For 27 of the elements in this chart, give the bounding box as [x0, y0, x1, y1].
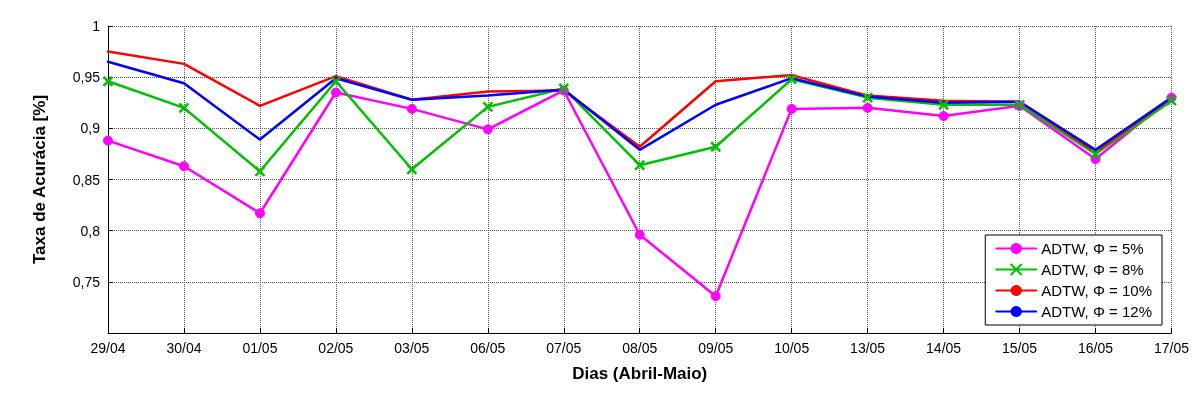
x-tick-label: 15/05 — [1002, 340, 1038, 356]
y-tick-label: 0,75 — [72, 273, 101, 290]
legend-label: ADTW, Φ = 8% — [1041, 261, 1144, 278]
x-axis-title: Dias (Abril-Maio) — [572, 364, 708, 383]
x-tick-label: 08/05 — [622, 340, 658, 356]
x-tick-label: 13/05 — [850, 340, 886, 356]
y-tick-label: 1 — [92, 18, 101, 34]
x-tick-label: 29/04 — [90, 340, 126, 356]
x-tick-label: 07/05 — [546, 340, 582, 356]
y-tick-label: 0,8 — [80, 222, 101, 239]
legend-label: ADTW, Φ = 5% — [1041, 240, 1144, 257]
legend-label: ADTW, Φ = 10% — [1041, 282, 1152, 299]
x-tick-label: 17/05 — [1153, 340, 1190, 356]
y-tick-label: 0,9 — [80, 120, 101, 137]
x-tick-label: 14/05 — [926, 340, 962, 356]
y-axis-title: Taxa de Acurácia [%] — [30, 94, 49, 265]
y-tick-label: 0,85 — [72, 171, 101, 188]
legend-label: ADTW, Φ = 12% — [1041, 303, 1152, 320]
x-tick-label: 16/05 — [1078, 340, 1114, 356]
x-tick-label: 01/05 — [242, 340, 278, 356]
x-tick-label: 06/05 — [470, 340, 506, 356]
x-tick-label: 30/04 — [166, 340, 202, 356]
x-tick-label: 03/05 — [394, 340, 430, 356]
x-tick-label: 10/05 — [774, 340, 810, 356]
x-tick-label: 02/05 — [318, 340, 354, 356]
x-tick-label: 09/05 — [698, 340, 734, 356]
y-tick-label: 0,95 — [72, 69, 101, 86]
